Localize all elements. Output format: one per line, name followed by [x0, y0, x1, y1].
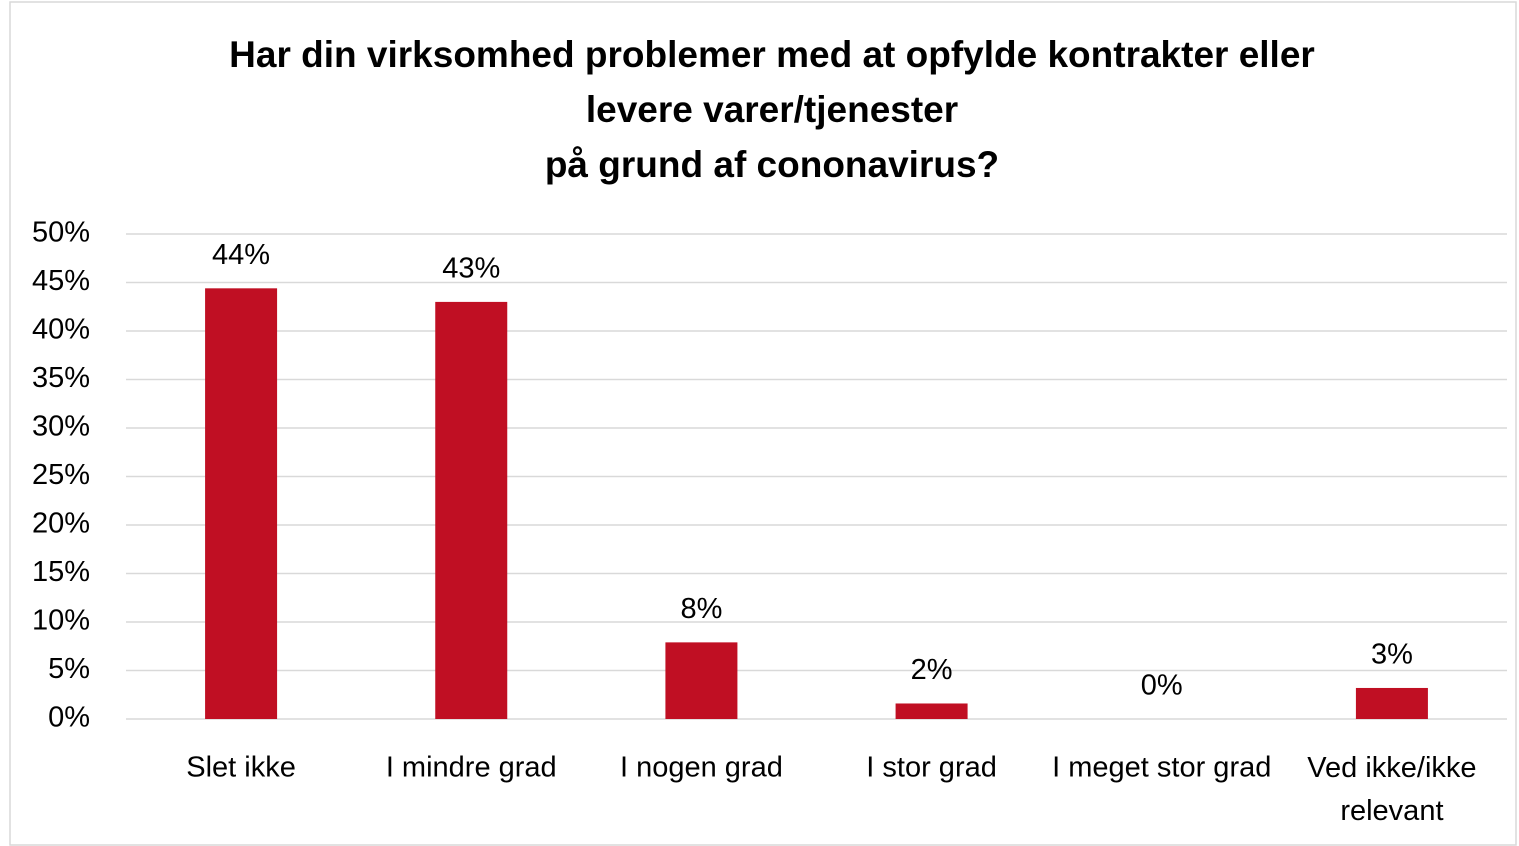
x-tick-label: I meget stor grad — [1052, 752, 1271, 784]
y-tick-label: 45% — [32, 265, 90, 297]
chart-title: levere varer/tjenester — [586, 89, 958, 130]
data-label: 3% — [1371, 639, 1413, 671]
x-tick-label: I nogen grad — [620, 752, 783, 784]
data-label: 44% — [212, 239, 270, 271]
y-tick-label: 20% — [32, 508, 90, 540]
bar — [205, 288, 278, 719]
x-tick-label: I stor grad — [866, 752, 997, 784]
data-label: 8% — [680, 593, 722, 625]
y-tick-label: 15% — [32, 556, 90, 588]
y-tick-label: 5% — [48, 653, 90, 685]
bar — [665, 642, 738, 719]
y-tick-label: 40% — [32, 314, 90, 346]
y-tick-label: 25% — [32, 459, 90, 491]
y-tick-label: 10% — [32, 605, 90, 637]
y-tick-label: 0% — [48, 702, 90, 734]
x-tick-label: I mindre grad — [386, 752, 557, 784]
chart-title: Har din virksomhed problemer med at opfy… — [229, 34, 1315, 75]
bar — [1355, 687, 1428, 719]
x-tick-label: Slet ikke — [186, 752, 296, 784]
data-label: 0% — [1141, 670, 1183, 702]
y-tick-label: 35% — [32, 362, 90, 394]
data-label: 2% — [911, 654, 953, 686]
x-tick-label: Ved ikke/ikke relevant — [1307, 752, 1476, 827]
bar — [895, 703, 968, 719]
chart-title: på grund af cononavirus? — [545, 144, 999, 185]
bar — [435, 301, 508, 719]
data-label: 43% — [442, 253, 500, 285]
y-tick-label: 50% — [32, 217, 90, 249]
y-tick-label: 30% — [32, 411, 90, 443]
